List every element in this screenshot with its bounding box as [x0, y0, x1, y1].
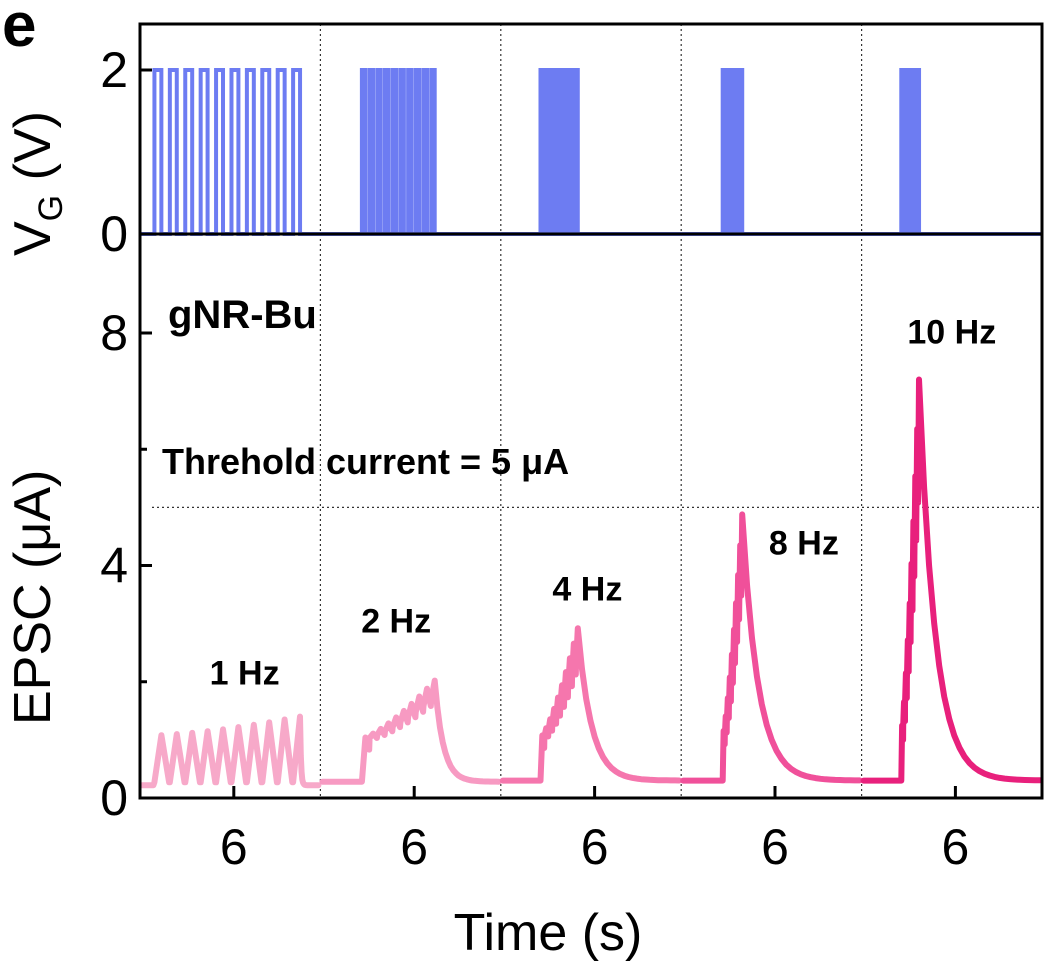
top-y-axis-title-sub: G [32, 195, 70, 221]
epsc-trace [499, 625, 683, 784]
bottom-y-tick-label: 4 [100, 538, 128, 594]
top-y-axis-title-unit: (V) [4, 111, 62, 195]
threshold-label: Threhold current = 5 μA [162, 441, 569, 482]
x-tick-label: 6 [761, 819, 789, 875]
gate-pulse-train [140, 68, 321, 236]
frequency-label: 4 Hz [552, 570, 622, 608]
x-tick-label: 6 [581, 819, 609, 875]
top-y-axis-title-main: V [4, 221, 62, 256]
bottom-y-tick-label: 0 [100, 770, 128, 826]
epsc-trace [319, 677, 502, 785]
x-tick-label: 6 [400, 819, 428, 875]
x-axis-title: Time (s) [454, 904, 643, 962]
axis-layer: 0 2 0 4 8 6 6 6 6 6 [100, 42, 969, 875]
frequency-label: 1 Hz [210, 655, 280, 693]
gate-pulse-train [861, 68, 1042, 236]
plot-layer: 1 Hz 2 Hz 4 Hz 8 Hz 10 Hz [139, 24, 1043, 798]
bottom-y-tick-label: 8 [100, 305, 128, 361]
bottom-y-axis-title: EPSC (μA) [4, 470, 62, 725]
gate-pulse-train [500, 68, 682, 236]
gate-pulse-train [320, 68, 501, 236]
epsc-trace [139, 713, 322, 789]
frequency-label: 2 Hz [361, 603, 431, 641]
panel-letter: e [2, 0, 36, 60]
epsc-trace [680, 511, 863, 784]
top-y-tick-label: 0 [100, 206, 128, 262]
epsc-trace [860, 376, 1043, 784]
top-y-tick-label: 2 [100, 42, 128, 98]
frequency-label: 10 Hz [907, 314, 996, 352]
bottom-plot-frame [138, 232, 1044, 800]
frequency-label: 8 Hz [769, 524, 839, 562]
x-tick-label: 6 [942, 819, 970, 875]
top-y-axis-title: VG (V) [4, 111, 70, 256]
series-label: gNR-Bu [168, 293, 317, 337]
gate-pulse-train [681, 68, 862, 236]
x-tick-label: 6 [220, 819, 248, 875]
